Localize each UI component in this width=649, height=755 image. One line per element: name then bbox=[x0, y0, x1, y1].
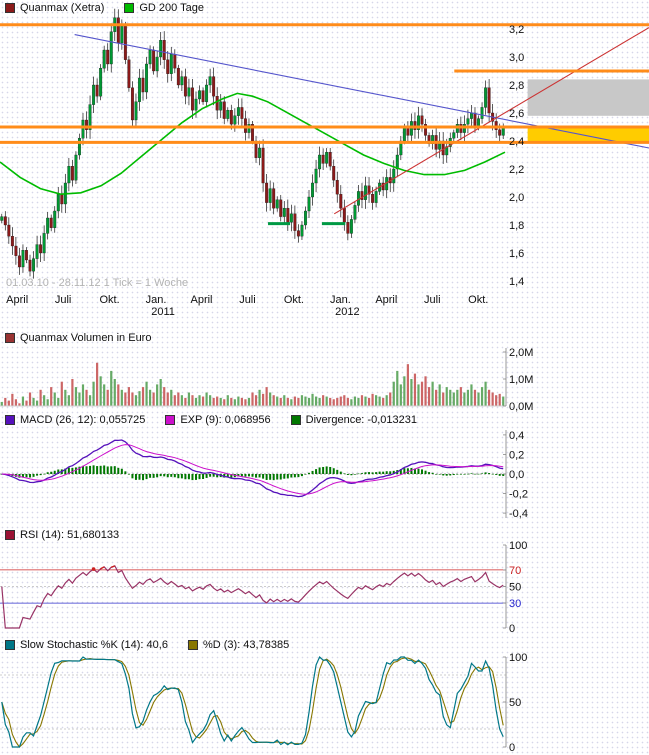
svg-text:Jan.: Jan. bbox=[146, 294, 167, 306]
svg-text:1,0M: 1,0M bbox=[509, 374, 533, 386]
macd-legend: MACD (26, 12): 0,055725 EXP (9): 0,06895… bbox=[5, 414, 437, 426]
svg-text:2,8: 2,8 bbox=[509, 80, 524, 92]
rsi-panel: 100 70 50 30 0 RSI (14): 51,680133 bbox=[0, 527, 649, 637]
svg-text:Okt.: Okt. bbox=[284, 294, 304, 306]
svg-text:Juli: Juli bbox=[239, 294, 256, 306]
gd200-label: GD 200 Tage bbox=[139, 2, 204, 14]
svg-text:Okt.: Okt. bbox=[468, 294, 488, 306]
exp-label: EXP (9): 0,068956 bbox=[180, 414, 271, 426]
gd200-legend-item: GD 200 Tage bbox=[124, 2, 204, 14]
stoch-k-label: Slow Stochastic %K (14): 40,6 bbox=[20, 639, 168, 651]
svg-text:April: April bbox=[375, 294, 397, 306]
divergence-label: Divergence: -0,013231 bbox=[305, 414, 417, 426]
rsi-swatch-icon bbox=[5, 530, 15, 540]
svg-text:3,2: 3,2 bbox=[509, 24, 524, 36]
svg-text:Okt.: Okt. bbox=[99, 294, 119, 306]
svg-text:30: 30 bbox=[509, 598, 521, 610]
svg-text:0,2: 0,2 bbox=[509, 449, 524, 461]
price-series-title: Quanmax (Xetra) bbox=[20, 2, 105, 14]
rsi-legend-item: RSI (14): 51,680133 bbox=[5, 529, 119, 541]
svg-text:0,0: 0,0 bbox=[509, 469, 524, 481]
exp-swatch-icon bbox=[165, 415, 176, 425]
volume-legend: Quanmax Volumen in Euro bbox=[5, 332, 171, 344]
stoch-d-label: %D (3): 43,78385 bbox=[202, 639, 290, 651]
svg-text:100: 100 bbox=[509, 540, 527, 552]
stochastic-chart: 100 50 0 bbox=[0, 652, 527, 754]
rsi-label: RSI (14): 51,680133 bbox=[20, 529, 120, 541]
svg-text:1,4: 1,4 bbox=[509, 276, 524, 288]
svg-text:70: 70 bbox=[509, 565, 521, 577]
volume-title: Quanmax Volumen in Euro bbox=[20, 332, 152, 344]
stoch-d-swatch-icon bbox=[187, 640, 198, 650]
divergence-swatch-icon bbox=[290, 415, 301, 425]
svg-text:0,4: 0,4 bbox=[509, 430, 524, 442]
svg-text:0: 0 bbox=[509, 742, 515, 754]
rsi-chart: 100 70 50 30 0 bbox=[0, 540, 527, 635]
exp-legend-item: EXP (9): 0,068956 bbox=[165, 414, 271, 426]
svg-text:1,8: 1,8 bbox=[509, 220, 524, 232]
gd200-swatch-icon bbox=[124, 3, 135, 13]
volume-swatch-icon bbox=[5, 333, 15, 343]
svg-text:50: 50 bbox=[509, 582, 521, 594]
svg-text:1,6: 1,6 bbox=[509, 248, 524, 260]
volume-bar-chart: 2,0M 1,0M 0,0M bbox=[0, 347, 533, 412]
svg-text:2,2: 2,2 bbox=[509, 164, 524, 176]
price-legend: Quanmax (Xetra) GD 200 Tage bbox=[5, 2, 224, 14]
svg-text:Juli: Juli bbox=[424, 294, 441, 306]
svg-text:50: 50 bbox=[509, 697, 521, 709]
divergence-legend-item: Divergence: -0,013231 bbox=[290, 414, 417, 426]
macd-panel: 0,4 0,2 0,0 -0,2 -0,4 MACD (26, 12): 0,05572… bbox=[0, 412, 649, 527]
svg-text:April: April bbox=[190, 294, 212, 306]
svg-text:100: 100 bbox=[509, 652, 527, 664]
price-panel: 3,2 3,0 2,8 2,6 2,4 2,2 2,0 1,8 1,6 1,4 April Juli O… bbox=[0, 0, 649, 330]
svg-text:2,0M: 2,0M bbox=[509, 347, 533, 359]
stochastic-legend: Slow Stochastic %K (14): 40,6 %D (3): 43… bbox=[5, 639, 309, 651]
stoch-d-legend-item: %D (3): 43,78385 bbox=[187, 639, 290, 651]
svg-text:3,0: 3,0 bbox=[509, 52, 524, 64]
svg-text:-0,2: -0,2 bbox=[509, 489, 528, 501]
macd-chart: 0,4 0,2 0,0 -0,2 -0,4 bbox=[0, 430, 528, 520]
price-candlestick-chart: 3,2 3,0 2,8 2,6 2,4 2,2 2,0 1,8 1,6 1,4 April Juli O… bbox=[0, 8, 649, 318]
svg-text:01.03.10 - 28.11.12 1 Tick =: 01.03.10 - 28.11.12 1 Tick = 1 Woche bbox=[6, 277, 188, 289]
svg-text:2,0: 2,0 bbox=[509, 192, 524, 204]
price-series-swatch-icon bbox=[5, 3, 15, 13]
price-legend-item: Quanmax (Xetra) bbox=[5, 2, 104, 14]
svg-text:Juli: Juli bbox=[55, 294, 72, 306]
svg-text:0,0M: 0,0M bbox=[509, 401, 533, 412]
macd-legend-item: MACD (26, 12): 0,055725 bbox=[5, 414, 145, 426]
stoch-k-legend-item: Slow Stochastic %K (14): 40,6 bbox=[5, 639, 168, 651]
svg-text:2,6: 2,6 bbox=[509, 108, 524, 120]
volume-panel: 2,0M 1,0M 0,0M Quanmax Volumen in Euro bbox=[0, 330, 649, 412]
svg-text:2011: 2011 bbox=[151, 306, 175, 318]
svg-text:Jan.: Jan. bbox=[330, 294, 351, 306]
svg-text:-0,4: -0,4 bbox=[509, 508, 528, 520]
macd-label: MACD (26, 12): 0,055725 bbox=[20, 414, 146, 426]
svg-text:2012: 2012 bbox=[335, 306, 359, 318]
svg-text:April: April bbox=[6, 294, 28, 306]
macd-swatch-icon bbox=[5, 415, 15, 425]
svg-text:0: 0 bbox=[509, 623, 515, 635]
rsi-legend: RSI (14): 51,680133 bbox=[5, 529, 139, 541]
volume-legend-item: Quanmax Volumen in Euro bbox=[5, 332, 151, 344]
stochastic-panel: 100 50 0 Slow Stochastic %K (14): 40,6 %D … bbox=[0, 637, 649, 755]
stoch-k-swatch-icon bbox=[5, 640, 15, 650]
svg-text:2,4: 2,4 bbox=[509, 136, 524, 148]
